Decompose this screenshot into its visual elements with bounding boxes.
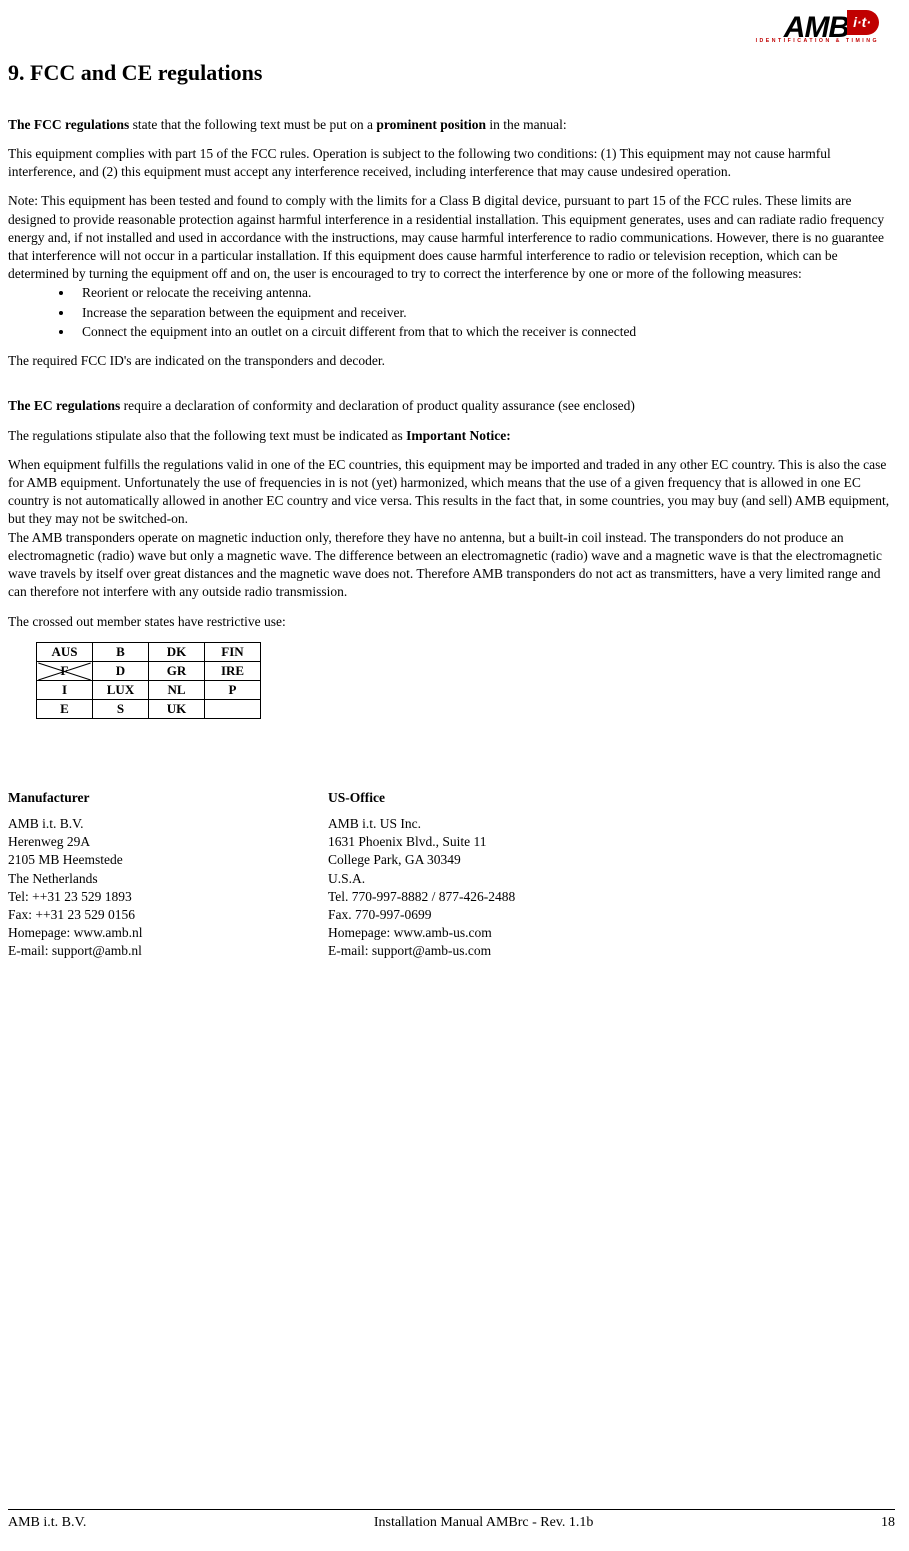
country-cell: DK <box>149 642 205 661</box>
table-row: F D GR IRE <box>37 661 261 680</box>
countries-table: AUS B DK FIN F D GR IRE I LUX NL P E S U… <box>36 642 261 719</box>
table-row: E S UK <box>37 699 261 718</box>
brand-logo-subline: IDENTIFICATION & TIMING <box>756 38 879 45</box>
table-row: I LUX NL P <box>37 680 261 699</box>
address-cell: 2105 MB Heemstede <box>8 851 328 869</box>
address-cell: E-mail: support@amb.nl <box>8 942 328 960</box>
ec-stipulation: The regulations stipulate also that the … <box>8 427 895 445</box>
footer-rule <box>8 1509 895 1510</box>
footer-right: 18 <box>881 1514 895 1533</box>
country-cell: AUS <box>37 642 93 661</box>
fcc-intro-text-1: state that the following text must be pu… <box>129 117 376 132</box>
ec-para-2: The AMB transponders operate on magnetic… <box>8 529 895 602</box>
fcc-para-1: This equipment complies with part 15 of … <box>8 145 895 181</box>
address-cell: AMB i.t. B.V. <box>8 815 328 833</box>
ec-body: When equipment fulfills the regulations … <box>8 456 895 602</box>
address-cell: E-mail: support@amb-us.com <box>328 942 555 960</box>
ec-intro-text: require a declaration of conformity and … <box>120 398 635 413</box>
fcc-para-2: Note: This equipment has been tested and… <box>8 192 895 283</box>
fcc-measures-list: Reorient or relocate the receiving anten… <box>74 284 895 341</box>
country-cell-crossed: F <box>37 661 93 680</box>
list-item: Reorient or relocate the receiving anten… <box>74 284 895 302</box>
ec-intro-bold: The EC regulations <box>8 398 120 413</box>
address-cell: The Netherlands <box>8 870 328 888</box>
country-cell: UK <box>149 699 205 718</box>
address-cell: Homepage: www.amb.nl <box>8 924 328 942</box>
ec-stip-bold: Important Notice: <box>406 428 511 443</box>
address-cell: College Park, GA 30349 <box>328 851 555 869</box>
page-title: 9. FCC and CE regulations <box>8 58 895 88</box>
country-cell: NL <box>149 680 205 699</box>
country-cell: S <box>93 699 149 718</box>
ec-stip-text: The regulations stipulate also that the … <box>8 428 406 443</box>
address-table: Manufacturer US-Office AMB i.t. B.V.AMB … <box>8 789 555 961</box>
country-cell: FIN <box>205 642 261 661</box>
fcc-intro-text-2: in the manual: <box>486 117 567 132</box>
footer-left: AMB i.t. B.V. <box>8 1514 86 1533</box>
ec-para-1: When equipment fulfills the regulations … <box>8 456 895 529</box>
country-cell: LUX <box>93 680 149 699</box>
country-cell: B <box>93 642 149 661</box>
fcc-intro-bold-2: prominent position <box>376 117 486 132</box>
address-cell: Tel. 770-997-8882 / 877-426-2488 <box>328 888 555 906</box>
list-item: Connect the equipment into an outlet on … <box>74 323 895 341</box>
country-cell: I <box>37 680 93 699</box>
address-cell: AMB i.t. US Inc. <box>328 815 555 833</box>
ec-para-3: The crossed out member states have restr… <box>8 613 895 631</box>
address-cell: Herenweg 29A <box>8 833 328 851</box>
ec-intro: The EC regulations require a declaration… <box>8 397 895 415</box>
country-cell: D <box>93 661 149 680</box>
list-item: Increase the separation between the equi… <box>74 304 895 322</box>
country-cell: GR <box>149 661 205 680</box>
document-body: The FCC regulations state that the follo… <box>8 116 895 961</box>
footer-center: Installation Manual AMBrc - Rev. 1.1b <box>86 1514 881 1533</box>
fcc-para-3: The required FCC ID's are indicated on t… <box>8 352 895 370</box>
fcc-intro-bold-1: The FCC regulations <box>8 117 129 132</box>
country-cell: E <box>37 699 93 718</box>
address-cell: Homepage: www.amb-us.com <box>328 924 555 942</box>
address-cell: Tel: ++31 23 529 1893 <box>8 888 328 906</box>
fcc-intro: The FCC regulations state that the follo… <box>8 116 895 134</box>
country-cell: P <box>205 680 261 699</box>
address-cell: Fax: ++31 23 529 0156 <box>8 906 328 924</box>
brand-logo-badge: i·t· <box>847 10 879 35</box>
address-header-manufacturer: Manufacturer <box>8 789 328 815</box>
country-cell: IRE <box>205 661 261 680</box>
address-header-us-office: US-Office <box>328 789 555 815</box>
table-row: AUS B DK FIN <box>37 642 261 661</box>
address-cell: 1631 Phoenix Blvd., Suite 11 <box>328 833 555 851</box>
country-cell <box>205 699 261 718</box>
address-cell: U.S.A. <box>328 870 555 888</box>
brand-logo: AMB i·t· IDENTIFICATION & TIMING <box>784 8 879 49</box>
address-cell: Fax. 770-997-0699 <box>328 906 555 924</box>
page-footer: AMB i.t. B.V. Installation Manual AMBrc … <box>8 1509 895 1533</box>
